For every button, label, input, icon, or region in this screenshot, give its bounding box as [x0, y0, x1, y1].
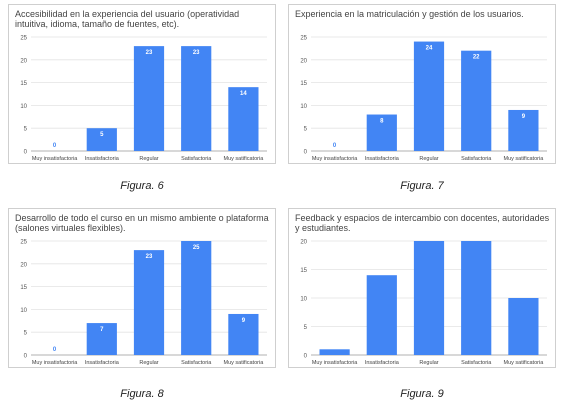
x-tick-label: Insatisfactoria	[365, 156, 400, 162]
y-tick-label: 25	[300, 36, 307, 42]
y-tick-label: 25	[20, 240, 27, 246]
x-tick-label: Muy insatisfactoria	[32, 156, 78, 162]
x-tick-label: Satisfactoria	[181, 360, 212, 366]
y-tick-label: 5	[304, 127, 308, 133]
bar	[181, 46, 212, 152]
data-label: 0	[53, 143, 57, 149]
chart-panel-fig8: Desarrollo de todo el curso en un mismo …	[8, 208, 276, 368]
bar	[366, 275, 397, 355]
y-tick-label: 15	[20, 81, 27, 87]
y-tick-label: 0	[24, 150, 28, 156]
y-tick-label: 5	[304, 325, 308, 331]
bar-chart: 0 5 10 15 20 25 0 Muy insatisfactoria 5 Insatisfa…	[20, 36, 267, 162]
bar	[228, 313, 259, 355]
data-label: 7	[100, 327, 104, 333]
x-tick-label: Insatisfactoria	[85, 360, 120, 366]
bar	[319, 349, 350, 355]
x-tick-label: Muy satificatoria	[224, 360, 265, 366]
y-tick-label: 10	[20, 308, 27, 314]
bar	[133, 250, 165, 355]
figure-caption: Figura. 8	[120, 388, 164, 400]
data-label: 23	[146, 254, 153, 260]
bar-chart: 0 5 10 15 20 25 0 Muy insatisfactoria 7 Insatisfa…	[20, 240, 267, 366]
bar-chart: 0 5 10 15 20 25 0 Muy insatisfactoria 8 Insatisfa…	[300, 36, 547, 162]
data-label: 0	[53, 347, 57, 353]
x-tick-label: Regular	[419, 156, 438, 162]
x-tick-label: Satisfactoria	[181, 156, 212, 162]
y-tick-label: 10	[300, 104, 307, 110]
figure-caption: Figura. 9	[400, 388, 444, 400]
x-tick-label: Muy insatisfactoria	[32, 360, 78, 366]
y-tick-label: 5	[24, 127, 28, 133]
figure-caption: Figura. 7	[400, 180, 444, 192]
bar-chart: 0 5 10 15 20 Muy insatisfactoria Insatisfactor…	[300, 240, 547, 366]
y-tick-label: 20	[20, 262, 27, 268]
chart-panel-fig7: Experiencia en la matriculación y gestió…	[288, 4, 556, 164]
bar	[86, 323, 117, 355]
y-tick-label: 5	[24, 331, 28, 337]
bar	[366, 114, 397, 151]
x-tick-label: Muy insatisfactoria	[312, 360, 358, 366]
bar	[133, 46, 165, 152]
data-label: 0	[333, 143, 337, 149]
data-label: 23	[146, 50, 153, 56]
y-tick-label: 20	[300, 58, 307, 64]
data-label: 22	[473, 55, 480, 61]
bar	[508, 109, 539, 151]
chart-panel-fig9: Feedback y espacios de intercambio con d…	[288, 208, 556, 368]
x-tick-label: Regular	[139, 156, 158, 162]
x-tick-label: Insatisfactoria	[85, 156, 120, 162]
y-tick-label: 20	[20, 58, 27, 64]
x-tick-label: Satisfactoria	[461, 360, 492, 366]
data-label: 5	[100, 132, 104, 138]
y-tick-label: 10	[300, 297, 307, 303]
data-label: 25	[193, 245, 200, 251]
y-tick-label: 0	[304, 150, 308, 156]
chart-title: Desarrollo de todo el curso en un mismo …	[15, 213, 269, 233]
x-tick-label: Satisfactoria	[461, 156, 492, 162]
bar	[228, 87, 259, 151]
x-tick-label: Regular	[139, 360, 158, 366]
bar	[508, 298, 539, 355]
y-tick-label: 0	[304, 354, 308, 360]
data-label: 14	[240, 91, 247, 97]
x-tick-label: Regular	[419, 360, 438, 366]
data-label: 24	[426, 46, 433, 52]
x-tick-label: Muy satificatoria	[224, 156, 265, 162]
bar	[461, 241, 492, 355]
chart-title: Feedback y espacios de intercambio con d…	[295, 213, 550, 233]
y-tick-label: 15	[20, 285, 27, 291]
x-tick-label: Muy insatisfactoria	[312, 156, 358, 162]
y-tick-label: 15	[300, 81, 307, 87]
chart-panel-fig6: Accesibilidad en la experiencia del usua…	[8, 4, 276, 164]
data-label: 9	[522, 114, 526, 120]
bar	[86, 128, 117, 151]
y-tick-label: 10	[20, 104, 27, 110]
data-label: 23	[193, 50, 200, 56]
bar	[413, 241, 445, 355]
x-tick-label: Muy satificatoria	[504, 156, 545, 162]
data-label: 9	[242, 318, 246, 324]
bar	[461, 50, 492, 151]
x-tick-label: Muy satificatoria	[504, 360, 545, 366]
y-tick-label: 0	[24, 354, 28, 360]
y-tick-label: 25	[20, 36, 27, 42]
bar	[413, 41, 445, 152]
bar	[181, 241, 212, 355]
chart-title: Accesibilidad en la experiencia del usua…	[15, 9, 240, 29]
figure-caption: Figura. 6	[120, 180, 164, 192]
y-tick-label: 15	[300, 268, 307, 274]
chart-title: Experiencia en la matriculación y gestió…	[295, 9, 524, 19]
x-tick-label: Insatisfactoria	[365, 360, 400, 366]
data-label: 8	[380, 119, 384, 125]
y-tick-label: 20	[300, 240, 307, 246]
